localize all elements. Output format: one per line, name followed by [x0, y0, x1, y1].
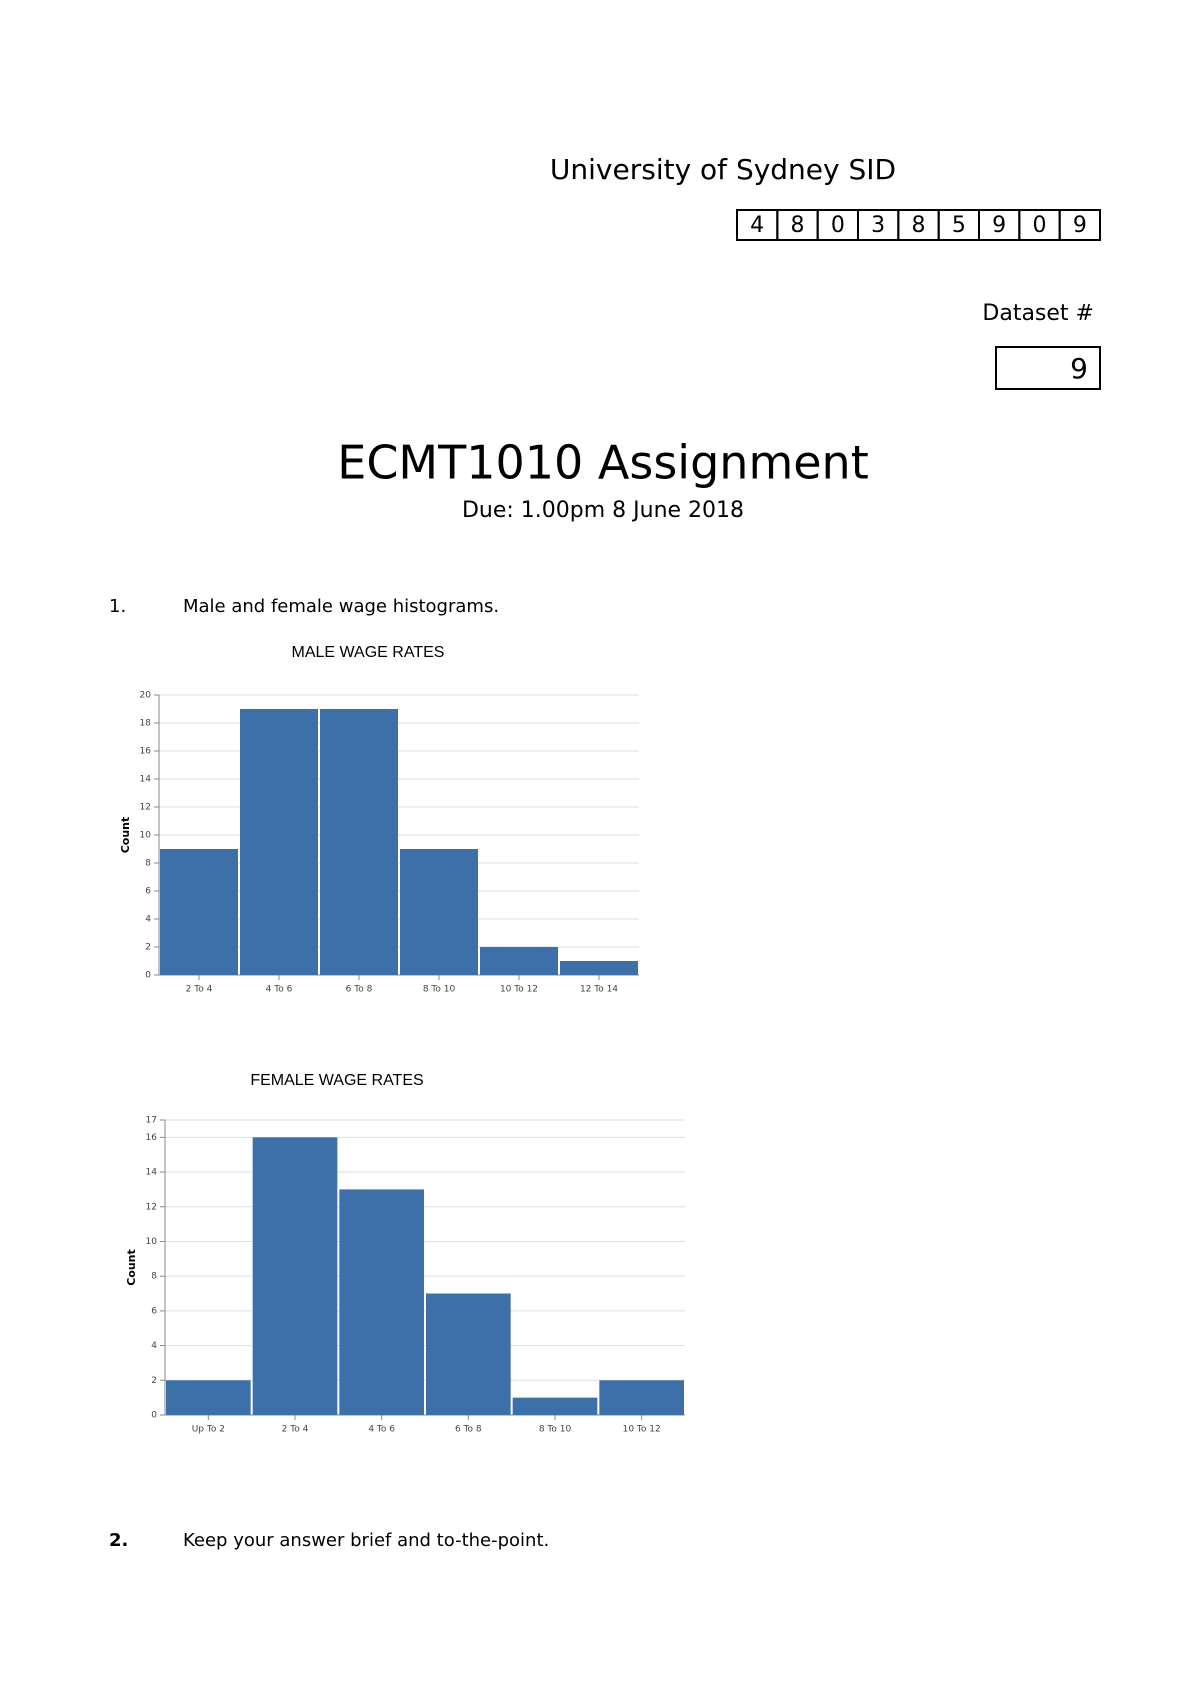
sid-box [1058, 209, 1101, 241]
y-tick-label: 18 [140, 719, 152, 729]
x-tick-label: 6 To 8 [346, 985, 373, 995]
dataset-box [995, 346, 1101, 390]
x-tick-label: 8 To 10 [539, 1425, 572, 1435]
bar [240, 709, 318, 975]
bar [560, 961, 638, 975]
question-number: 2. [109, 1530, 128, 1551]
y-tick-label: 4 [151, 1341, 157, 1351]
y-tick-label: 2 [151, 1376, 157, 1386]
bar [512, 1397, 598, 1415]
bar [252, 1137, 338, 1415]
y-axis-label: Count [125, 1249, 138, 1286]
sid-digit: 3 [871, 213, 885, 238]
question-text: Keep your answer brief and to-the-point. [183, 1530, 549, 1551]
bar [599, 1380, 684, 1415]
chart-title: FEMALE WAGE RATES [250, 1072, 423, 1089]
x-tick-label: 4 To 6 [368, 1425, 395, 1435]
y-tick-label: 4 [145, 915, 151, 925]
due-date: Due: 1.00pm 8 June 2018 [462, 498, 744, 523]
y-tick-label: 10 [146, 1237, 158, 1247]
sid-digit: 5 [952, 213, 966, 238]
y-tick-label: 12 [140, 803, 151, 813]
sid-digit: 9 [1073, 213, 1087, 238]
x-tick-label: 8 To 10 [423, 985, 456, 995]
bar [426, 1293, 511, 1415]
sid-digit: 8 [791, 213, 805, 238]
bar [480, 947, 558, 975]
chart-title: MALE WAGE RATES [292, 644, 445, 661]
dataset-label: Dataset # [982, 301, 1094, 326]
y-tick-label: 0 [151, 1411, 157, 1421]
x-tick-label: 12 To 14 [580, 985, 618, 995]
y-tick-label: 8 [145, 859, 151, 869]
y-tick-label: 6 [151, 1306, 157, 1316]
sid-label: University of Sydney SID [550, 153, 896, 186]
x-tick-label: 2 To 4 [186, 985, 213, 995]
x-tick-label: 4 To 6 [266, 985, 293, 995]
y-tick-label: 2 [145, 943, 151, 953]
y-tick-label: 12 [146, 1202, 157, 1212]
bar [339, 1189, 424, 1415]
bar [160, 849, 238, 975]
y-tick-label: 0 [145, 971, 151, 981]
y-tick-label: 20 [140, 691, 152, 701]
bar [400, 849, 478, 975]
sid-digit: 0 [831, 213, 845, 238]
y-tick-label: 14 [140, 775, 152, 785]
y-tick-label: 16 [140, 747, 152, 757]
x-tick-label: 10 To 12 [500, 985, 538, 995]
sid-digit: 8 [912, 213, 926, 238]
dataset-number: 9 [1070, 352, 1088, 385]
x-tick-label: 10 To 12 [623, 1425, 661, 1435]
bar [320, 709, 398, 975]
y-tick-label: 6 [145, 887, 151, 897]
doc-title: ECMT1010 Assignment [337, 436, 869, 490]
question-text: Male and female wage histograms. [183, 596, 499, 617]
sid-digit: 9 [992, 213, 1006, 238]
y-tick-label: 16 [146, 1133, 158, 1143]
y-axis-label: Count [119, 817, 132, 854]
y-tick-label: 14 [146, 1168, 158, 1178]
x-tick-label: 2 To 4 [282, 1425, 309, 1435]
y-tick-label: 17 [146, 1116, 157, 1126]
bar [166, 1380, 251, 1415]
y-tick-label: 10 [140, 831, 152, 841]
question-number: 1. [109, 596, 126, 617]
sid-digit: 4 [750, 213, 764, 238]
x-tick-label: Up To 2 [192, 1425, 225, 1435]
sid-digit: 0 [1033, 213, 1047, 238]
x-tick-label: 6 To 8 [455, 1425, 482, 1435]
y-tick-label: 8 [151, 1272, 157, 1282]
